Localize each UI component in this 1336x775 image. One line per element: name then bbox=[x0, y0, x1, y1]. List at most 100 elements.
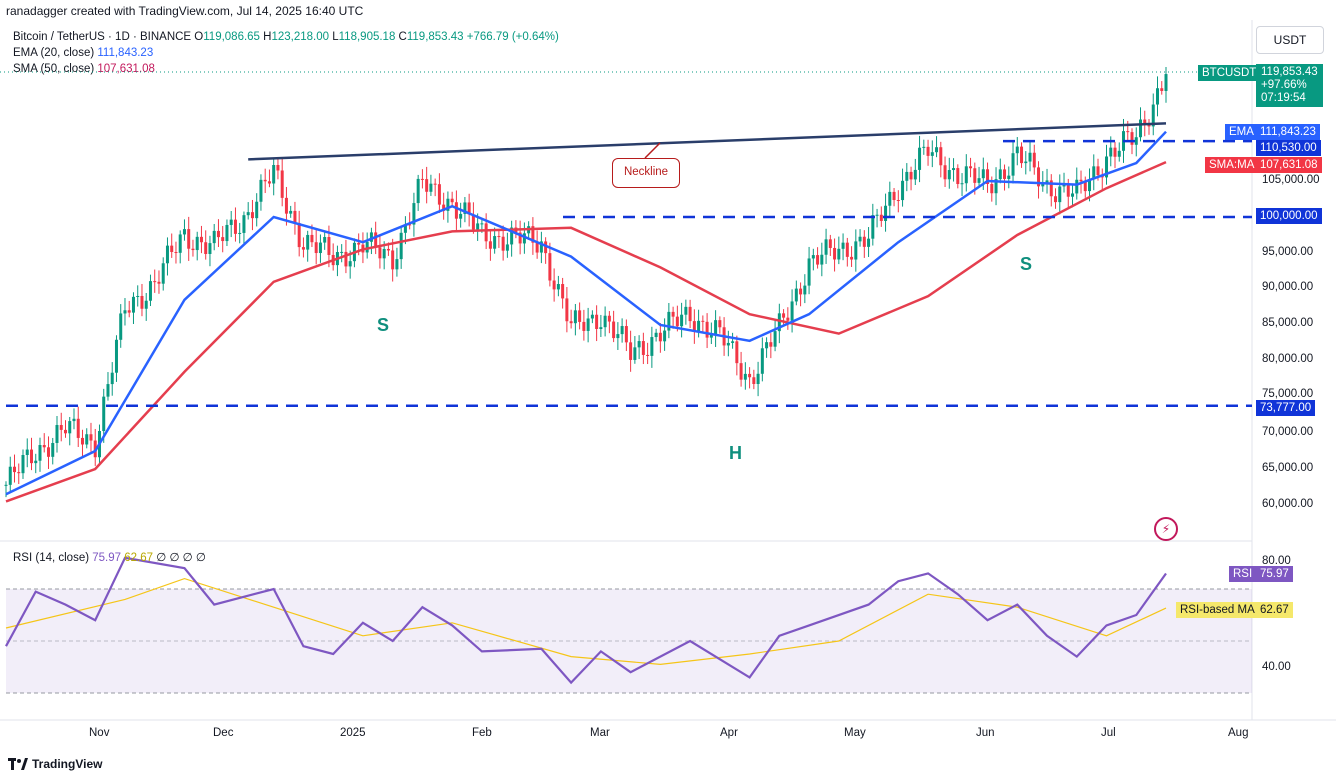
candle-body bbox=[399, 232, 403, 260]
candle-body bbox=[110, 372, 114, 385]
candle-body bbox=[1092, 166, 1096, 180]
price-tick: 105,000.00 bbox=[1262, 174, 1320, 186]
price-tick: 75,000.00 bbox=[1262, 388, 1314, 400]
candle-body bbox=[467, 202, 471, 215]
candle-body bbox=[556, 284, 560, 290]
candle-body bbox=[624, 326, 628, 343]
chart-attribution: ranadagger created with TradingView.com,… bbox=[6, 4, 364, 18]
candle-body bbox=[131, 296, 135, 313]
candle-body bbox=[595, 314, 599, 329]
tradingview-footer[interactable]: TradingView bbox=[8, 757, 102, 771]
candle-body bbox=[1105, 156, 1109, 178]
candle-body bbox=[276, 164, 280, 171]
candle-body bbox=[233, 219, 237, 234]
open-label: O bbox=[194, 31, 204, 43]
candle-body bbox=[709, 334, 713, 338]
rsi-tick: 40.00 bbox=[1262, 661, 1291, 673]
candle-body bbox=[692, 321, 696, 332]
candle-body bbox=[862, 236, 866, 247]
low-label: L bbox=[332, 31, 339, 43]
candle-body bbox=[1147, 124, 1151, 127]
candle-body bbox=[765, 342, 769, 349]
candle-body bbox=[756, 373, 760, 384]
price-tick: 70,000.00 bbox=[1262, 426, 1314, 438]
candle-body bbox=[318, 242, 322, 254]
ema20-line bbox=[5, 130, 1167, 496]
candle-body bbox=[459, 213, 463, 219]
candle-body bbox=[977, 178, 981, 183]
neckline-pointer bbox=[644, 142, 661, 159]
candle-body bbox=[501, 236, 505, 251]
symbol-legend[interactable]: Bitcoin / TetherUS · 1D · BINANCE O119,0… bbox=[13, 31, 559, 43]
candle-body bbox=[892, 191, 896, 201]
candle-body bbox=[416, 178, 420, 204]
candle-body bbox=[981, 169, 985, 179]
candle-body bbox=[799, 288, 803, 295]
sma-price-tag: 107,631.08 bbox=[1256, 157, 1322, 173]
candle-body bbox=[1096, 166, 1100, 176]
candle-body bbox=[824, 239, 828, 255]
time-tick: Apr bbox=[720, 727, 738, 739]
rsi-line bbox=[5, 556, 1167, 685]
candle-body bbox=[442, 204, 446, 211]
candle-body bbox=[25, 449, 29, 455]
candle-body bbox=[119, 313, 123, 340]
candle-body bbox=[561, 284, 565, 299]
neckline-callout[interactable]: Neckline bbox=[612, 158, 680, 188]
candle-body bbox=[306, 234, 310, 250]
candle-body bbox=[688, 306, 692, 322]
time-tick: Nov bbox=[89, 727, 110, 739]
candle-body bbox=[263, 179, 267, 182]
candle-body bbox=[952, 168, 956, 171]
candle-body bbox=[4, 484, 8, 486]
candle-body bbox=[850, 256, 854, 260]
candle-body bbox=[357, 242, 361, 245]
rsi-value: 75.97 bbox=[92, 552, 122, 564]
candle-body bbox=[505, 244, 509, 251]
candle-body bbox=[102, 396, 106, 431]
candle-body bbox=[607, 315, 611, 322]
rsi-ma-tag-label: RSI-based MA bbox=[1176, 602, 1259, 618]
time-tick: Mar bbox=[590, 727, 610, 739]
candle-body bbox=[947, 170, 951, 180]
candle-body bbox=[55, 424, 59, 443]
candle-body bbox=[786, 317, 790, 321]
alert-icon[interactable]: ⚡ bbox=[1154, 517, 1178, 541]
candle-body bbox=[748, 373, 752, 378]
candle-body bbox=[480, 223, 484, 225]
candle-body bbox=[1143, 119, 1147, 125]
currency-button[interactable]: USDT bbox=[1256, 26, 1324, 54]
ema-legend[interactable]: EMA (20, close) 111,843.23 bbox=[13, 47, 153, 59]
candle-body bbox=[148, 281, 152, 301]
candle-body bbox=[242, 215, 246, 233]
candle-body bbox=[612, 321, 616, 339]
sma50-line bbox=[5, 160, 1167, 503]
candle-body bbox=[272, 164, 276, 184]
left-shoulder-label[interactable]: S bbox=[377, 315, 390, 335]
right-shoulder-label[interactable]: S bbox=[1020, 254, 1033, 274]
head-label[interactable]: H bbox=[729, 443, 742, 463]
candle-body bbox=[854, 241, 858, 260]
candle-body bbox=[913, 169, 917, 180]
rsi-legend[interactable]: RSI (14, close) 75.97 62.67 ∅ ∅ ∅ ∅ bbox=[13, 550, 206, 564]
candle-body bbox=[323, 237, 327, 243]
candle-body bbox=[658, 332, 662, 342]
candle-body bbox=[510, 227, 514, 245]
candle-body bbox=[1134, 137, 1138, 145]
candle-body bbox=[408, 224, 412, 226]
candle-body bbox=[1003, 169, 1007, 179]
high-value: 123,218.00 bbox=[271, 31, 330, 43]
candle-body bbox=[1079, 179, 1083, 182]
candle-body bbox=[871, 215, 875, 239]
candle-body bbox=[1126, 131, 1130, 133]
candle-body bbox=[1071, 193, 1075, 197]
candle-body bbox=[701, 320, 705, 322]
candle-body bbox=[735, 341, 739, 364]
candle-body bbox=[89, 434, 93, 441]
candle-body bbox=[548, 253, 552, 281]
candle-body bbox=[544, 241, 548, 254]
candle-body bbox=[845, 242, 849, 257]
btc-price: 119,853.43 bbox=[1261, 66, 1318, 78]
candle-body bbox=[250, 212, 254, 219]
